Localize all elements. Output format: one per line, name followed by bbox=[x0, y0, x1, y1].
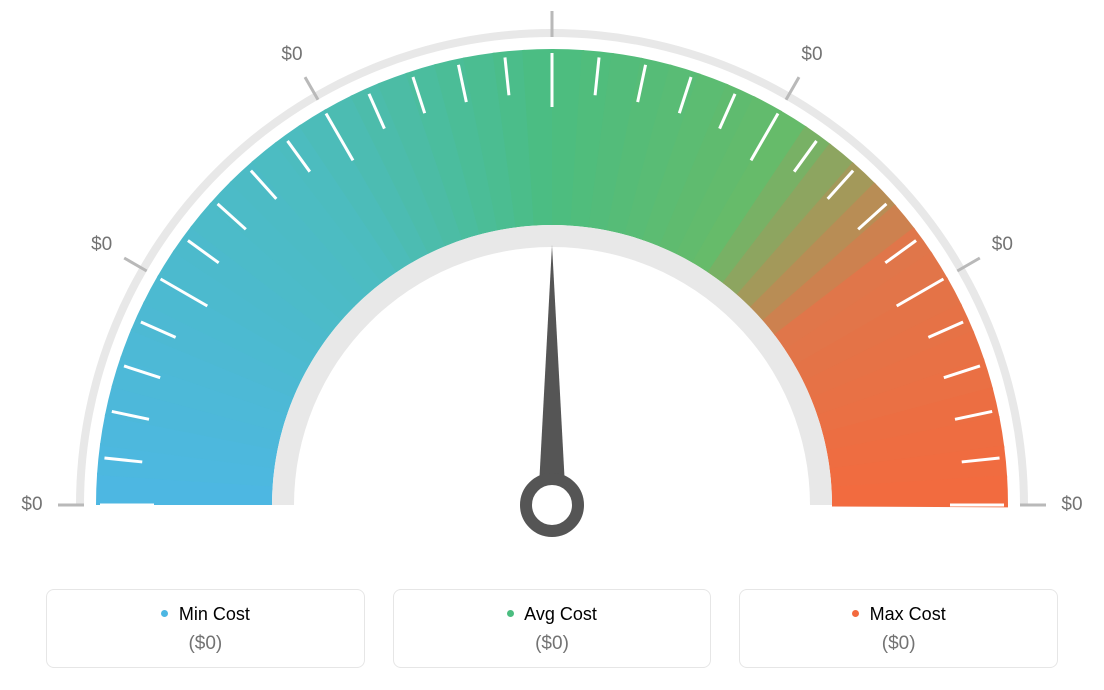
legend-value-min: ($0) bbox=[57, 633, 354, 655]
legend-value-avg: ($0) bbox=[404, 633, 701, 655]
legend-label-min: Min Cost bbox=[179, 604, 250, 624]
gauge-tick-label: $0 bbox=[801, 44, 822, 66]
legend-dot-avg bbox=[507, 610, 514, 617]
legend-card-avg: Avg Cost ($0) bbox=[393, 589, 712, 668]
gauge-tick-label: $0 bbox=[91, 234, 112, 256]
legend-title-avg: Avg Cost bbox=[404, 604, 701, 625]
legend-label-avg: Avg Cost bbox=[524, 604, 597, 624]
legend-card-max: Max Cost ($0) bbox=[739, 589, 1058, 668]
legend-dot-max bbox=[852, 610, 859, 617]
legend-card-min: Min Cost ($0) bbox=[46, 589, 365, 668]
legend-label-max: Max Cost bbox=[870, 604, 946, 624]
gauge-tick-label: $0 bbox=[21, 494, 42, 516]
gauge-chart bbox=[0, 0, 1104, 560]
legend-title-max: Max Cost bbox=[750, 604, 1047, 625]
gauge-tick-label: $0 bbox=[992, 234, 1013, 256]
legend-dot-min bbox=[161, 610, 168, 617]
gauge-tick-label: $0 bbox=[1061, 494, 1082, 516]
cost-gauge-container: $0$0$0$0$0$0$0 Min Cost ($0) Avg Cost ($… bbox=[0, 0, 1104, 690]
legend-row: Min Cost ($0) Avg Cost ($0) Max Cost ($0… bbox=[46, 589, 1058, 668]
gauge-tick-label: $0 bbox=[281, 44, 302, 66]
legend-value-max: ($0) bbox=[750, 633, 1047, 655]
legend-title-min: Min Cost bbox=[57, 604, 354, 625]
